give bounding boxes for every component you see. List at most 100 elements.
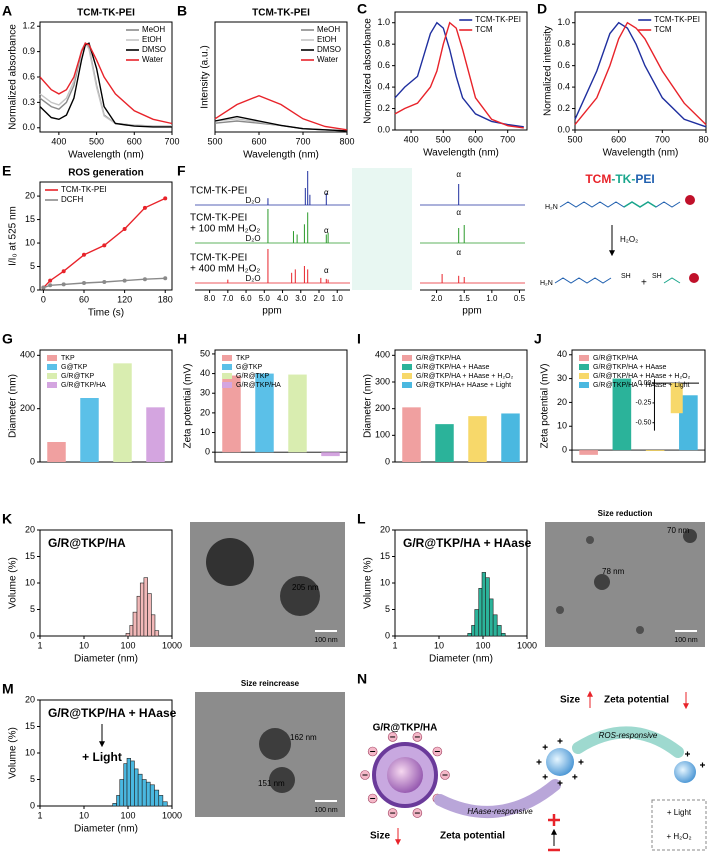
chart-title: TCM-TK-PEI	[77, 8, 135, 19]
x-tick-label: 1000	[517, 640, 537, 650]
x-tick-label: 180	[158, 294, 173, 304]
y-tick-label: 20	[25, 694, 35, 704]
tem-image	[190, 522, 345, 647]
thiol: SH	[621, 273, 631, 280]
panel-label: E	[2, 163, 11, 179]
plus-charge	[578, 759, 584, 765]
alpha-label: α	[324, 226, 329, 235]
panel-label: D	[537, 1, 547, 17]
legend-swatch	[402, 355, 412, 361]
plot-frame	[214, 349, 348, 463]
y-tick-label: 0.4	[377, 81, 390, 91]
legend-label: G/R@TKP/HA + HAase + Light	[593, 382, 690, 389]
y-tick-label: 1.2	[22, 21, 35, 31]
y-tick-label: 15	[25, 214, 35, 224]
y-tick-label: 0.8	[557, 39, 570, 49]
x-axis-label: ppm	[462, 306, 481, 317]
histogram-bar	[116, 795, 121, 807]
x-tick-label: 800	[339, 136, 354, 146]
amine: H₂N	[540, 280, 553, 287]
y-tick-label: 10	[557, 421, 567, 431]
particle	[280, 576, 320, 616]
inset-tick-label: 0.00	[638, 380, 652, 387]
line-series	[42, 197, 166, 289]
histogram-bar	[134, 768, 139, 807]
y-tick-label: 5	[30, 261, 35, 271]
histogram-bar	[141, 779, 147, 807]
legend-label: G/R@TKP/HA	[61, 382, 106, 389]
histogram-bar	[478, 587, 483, 637]
bottom-zeta: Zeta potential	[440, 831, 505, 842]
plot-frame	[39, 349, 173, 463]
legend-swatch	[402, 364, 412, 370]
line-series	[39, 42, 173, 125]
legend-swatch	[579, 373, 589, 379]
legend-swatch	[402, 382, 412, 388]
scale-bar-label: 100 nm	[674, 637, 698, 644]
x-tick-label: 7.0	[222, 294, 234, 303]
plot-frame	[39, 181, 173, 291]
size-label: 162 nm	[290, 733, 317, 742]
y-tick-label: 0.2	[557, 103, 570, 113]
legend-label: G@TKP	[236, 364, 262, 371]
y-tick-label: 0	[30, 456, 35, 466]
legend-label: TCM-TK-PEI	[475, 15, 521, 24]
bar	[80, 398, 99, 462]
panel-label: A	[2, 3, 12, 19]
x-axis-label: Time (s)	[88, 308, 124, 319]
y-tick-label: 0.8	[377, 39, 390, 49]
size-label: 70 nm	[667, 526, 690, 535]
x-axis-label: Wavelength (nm)	[603, 148, 679, 159]
x-tick-label: 400	[404, 134, 419, 144]
x-tick-label: 100	[475, 640, 490, 650]
plot-frame	[214, 21, 348, 133]
legend-swatch	[579, 355, 589, 361]
tem-image	[545, 522, 705, 647]
spectrum-label: + 400 mM H₂O₂	[190, 264, 260, 275]
bar	[612, 378, 632, 451]
particle	[594, 574, 610, 590]
y-axis-label: Zeta potential (mV)	[540, 363, 551, 448]
line-series	[394, 21, 524, 128]
panel-label: M	[2, 681, 14, 697]
panel-label: C	[357, 1, 367, 17]
legend-label: G/R@TKP/HA + HAase	[416, 364, 490, 371]
x-tick-label: 2.0	[313, 294, 325, 303]
image-title: Size reduction	[598, 509, 653, 518]
y-tick-label: 0	[562, 444, 567, 454]
legend-swatch	[402, 373, 412, 379]
legend-label: G/R@TKP/HA + HAase	[593, 364, 667, 371]
panel-label: K	[2, 511, 12, 527]
marker	[142, 277, 147, 282]
legend-label: Water	[317, 55, 338, 64]
histogram-bar	[145, 781, 151, 807]
annotation: + Light	[82, 750, 122, 764]
line-series	[574, 21, 707, 128]
y-tick-label: 40	[200, 368, 210, 378]
y-tick-label: 20	[200, 407, 210, 417]
x-axis-label: Diameter (nm)	[429, 654, 493, 665]
marker	[61, 282, 66, 287]
marker	[122, 226, 127, 231]
histogram-bar	[471, 625, 476, 637]
y-axis-label: Normalized absorbance	[8, 24, 19, 130]
inset-bar	[670, 383, 683, 414]
x-tick-label: 400	[51, 136, 66, 146]
x-tick-label: 1	[392, 640, 397, 650]
x-tick-label: 6.0	[240, 294, 252, 303]
spectrum-label: TCM-TK-PEI	[190, 213, 247, 224]
line-series	[394, 21, 524, 129]
y-tick-label: 0.6	[22, 71, 35, 81]
x-tick-label: 1000	[162, 810, 182, 820]
x-tick-label: 1.5	[459, 294, 471, 303]
x-tick-label: 700	[164, 136, 179, 146]
stimuli-box	[651, 799, 707, 851]
scale-bar-label: 100 nm	[314, 807, 338, 814]
panel-label: N	[357, 671, 367, 687]
marker	[82, 280, 86, 285]
legend-label: G/R@TKP/HA	[416, 355, 461, 362]
bar	[321, 452, 340, 457]
x-tick-label: 600	[127, 136, 142, 146]
plus-charge	[542, 744, 548, 750]
x-axis-label: Diameter (nm)	[74, 654, 138, 665]
